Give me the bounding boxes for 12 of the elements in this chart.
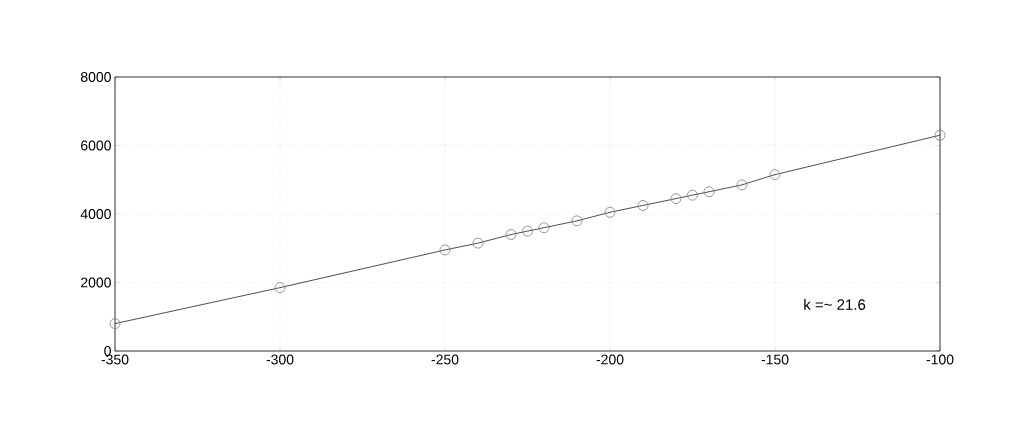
x-tick-label: -150 — [761, 354, 789, 365]
annotation: k =~ 21.6 — [804, 298, 866, 310]
x-tick-label: -300 — [266, 354, 294, 365]
y-tick-label: 8000 — [80, 72, 111, 82]
x-tick-label: -200 — [596, 354, 624, 365]
y-tick-label: 0 — [104, 346, 111, 356]
y-tick-label: 2000 — [81, 277, 111, 288]
x-tick-label: -350 — [101, 354, 129, 365]
y-tick-label: 6000 — [81, 140, 111, 151]
y-tick-label: 4000 — [80, 209, 111, 219]
x-tick-label: -100 — [926, 354, 954, 365]
x-tick-label: -250 — [431, 354, 459, 365]
